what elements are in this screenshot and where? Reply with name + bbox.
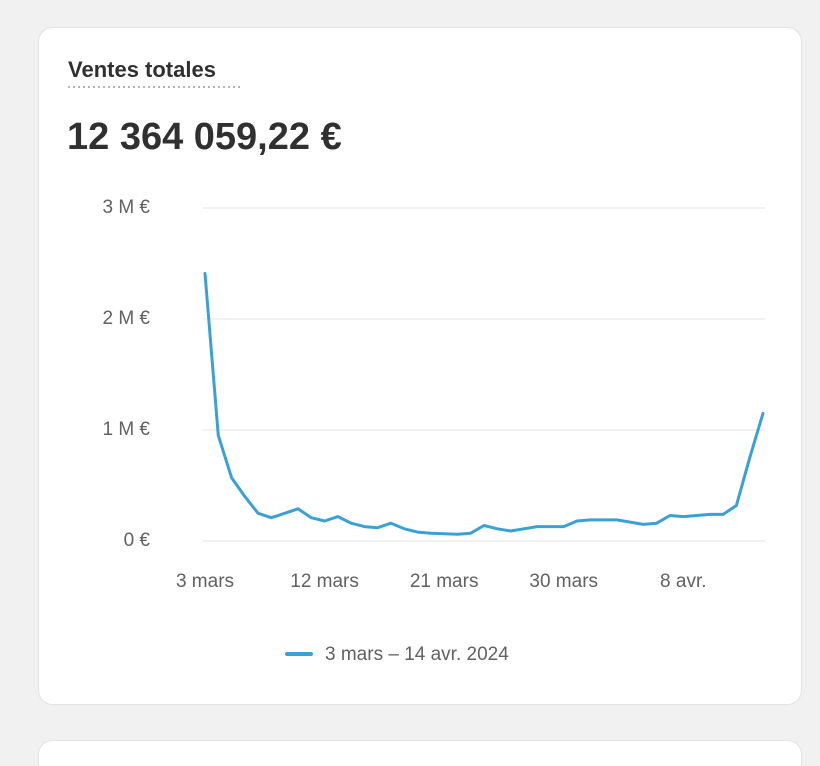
y-tick-label: 1 M € xyxy=(102,419,150,440)
y-tick-label: 0 € xyxy=(124,530,151,551)
x-tick-label: 3 mars xyxy=(176,571,234,592)
x-tick-label: 21 mars xyxy=(410,571,479,592)
x-tick-label: 8 avr. xyxy=(660,571,706,592)
legend-label: 3 mars – 14 avr. 2024 xyxy=(325,644,509,665)
total-value: 12 364 059,22 € xyxy=(67,116,342,158)
y-tick-label: 3 M € xyxy=(102,197,150,218)
x-tick-label: 12 mars xyxy=(290,571,359,592)
next-card xyxy=(38,740,802,766)
card-title[interactable]: Ventes totales xyxy=(68,57,216,82)
y-tick-label: 2 M € xyxy=(102,308,150,329)
legend: 3 mars – 14 avr. 2024 xyxy=(285,644,509,665)
x-tick-label: 30 mars xyxy=(529,571,598,592)
series-line xyxy=(203,272,765,536)
card xyxy=(38,27,802,705)
